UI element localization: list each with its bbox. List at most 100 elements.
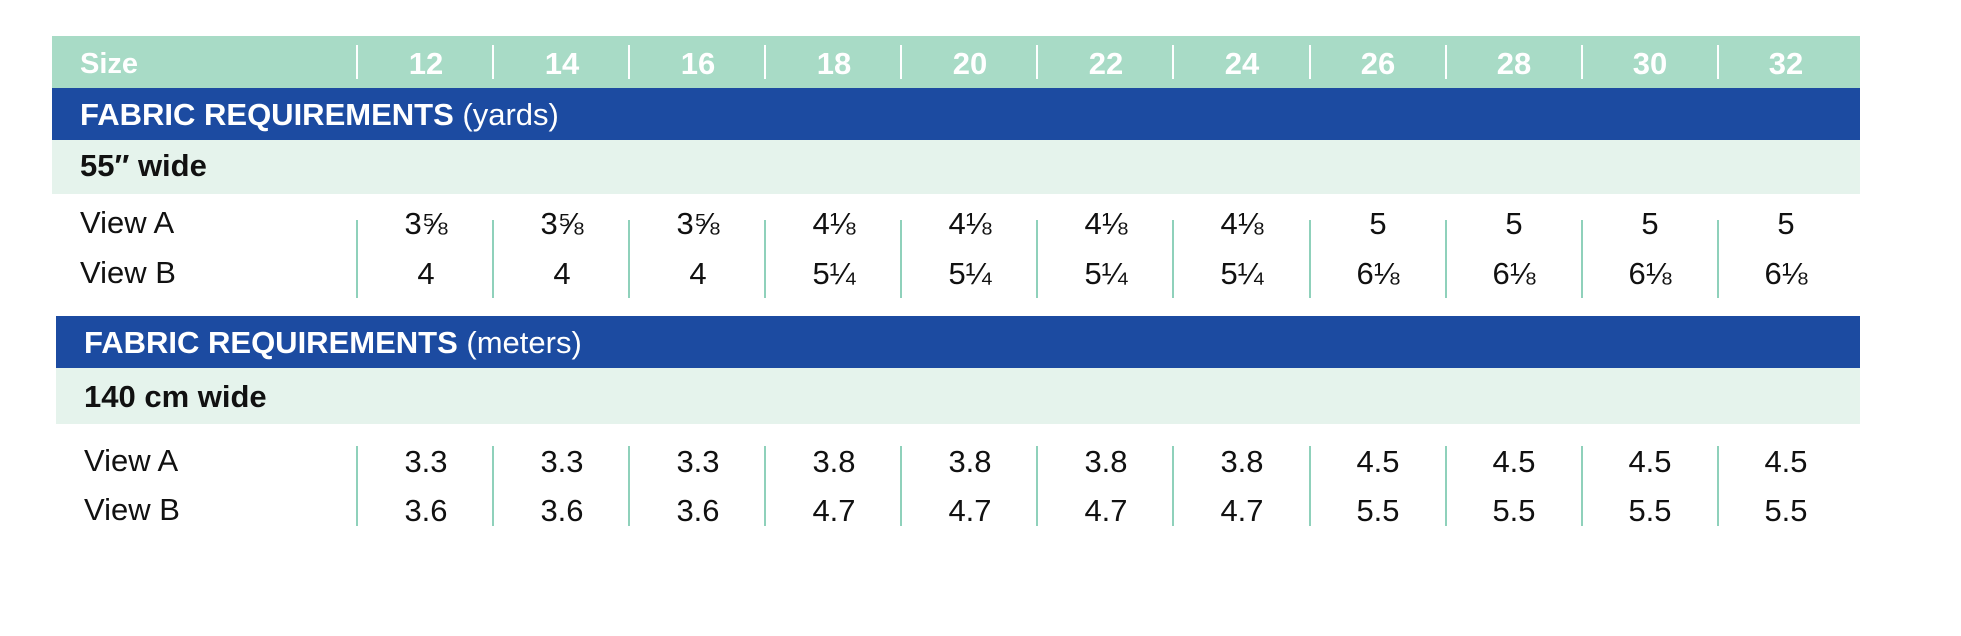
value-cell: 6⅛ — [1356, 256, 1400, 291]
column-divider — [1172, 220, 1174, 298]
value-cell: 4 — [689, 256, 707, 291]
value-cell: 3.3 — [540, 444, 584, 479]
row-label-view-a: View A — [84, 443, 179, 478]
size-label: Size — [80, 48, 139, 80]
column-divider — [628, 220, 630, 298]
value-cell: 5.5 — [1764, 493, 1808, 528]
header-divider — [1309, 45, 1311, 79]
value-cell: 4⅛ — [948, 206, 992, 241]
header-divider — [1036, 45, 1038, 79]
value-cell: 5¼ — [1220, 256, 1264, 291]
size-column-header: 26 — [1360, 46, 1396, 81]
value-cell: 5¼ — [948, 256, 992, 291]
column-divider — [1717, 220, 1719, 298]
column-divider — [492, 446, 494, 526]
size-header-row: Size 12 14 16 18 20 22 24 26 28 30 32 — [52, 36, 1860, 88]
value-cell: 5¼ — [1084, 256, 1128, 291]
header-divider — [1172, 45, 1174, 79]
header-divider — [628, 45, 630, 79]
value-cell: 4.5 — [1764, 444, 1808, 479]
meters-section-band: FABRIC REQUIREMENTS (meters) — [56, 316, 1860, 368]
column-divider — [900, 220, 902, 298]
value-cell: 4.7 — [1084, 493, 1128, 528]
size-column-header: 12 — [408, 46, 444, 81]
yards-title-unit: (yards) — [462, 97, 559, 132]
value-cell: 3⅝ — [404, 206, 448, 241]
yards-section-band: FABRIC REQUIREMENTS (yards) — [52, 88, 1860, 140]
value-cell: 3.3 — [404, 444, 448, 479]
header-divider — [764, 45, 766, 79]
column-divider — [1172, 446, 1174, 526]
header-divider — [1581, 45, 1583, 79]
value-cell: 3.6 — [404, 493, 448, 528]
value-cell: 5 — [1505, 206, 1523, 241]
column-divider — [628, 446, 630, 526]
column-divider — [1581, 446, 1583, 526]
yards-width-label: 55″ wide — [80, 148, 207, 183]
yards-width-row: 55″ wide — [52, 140, 1860, 194]
value-cell: 5 — [1369, 206, 1387, 241]
size-column-header: 30 — [1632, 46, 1668, 81]
size-column-header: 20 — [952, 46, 988, 81]
size-column-header: 28 — [1496, 46, 1532, 81]
meters-row-view-a: View A 3.3 3.3 3.3 3.8 3.8 3.8 3.8 4.5 4.5 4.5 4.5 — [56, 436, 1860, 486]
column-divider — [1581, 220, 1583, 298]
column-divider — [1036, 446, 1038, 526]
value-cell: 4.7 — [948, 493, 992, 528]
meters-title-bold: FABRIC REQUIREMENTS — [84, 325, 458, 360]
value-cell: 6⅛ — [1492, 256, 1536, 291]
value-cell: 3.3 — [676, 444, 720, 479]
column-divider — [900, 446, 902, 526]
value-cell: 3.8 — [1220, 444, 1264, 479]
column-divider — [764, 220, 766, 298]
value-cell: 3.8 — [812, 444, 856, 479]
value-cell: 4⅛ — [1220, 206, 1264, 241]
value-cell: 5 — [1641, 206, 1659, 241]
value-cell: 5.5 — [1356, 493, 1400, 528]
value-cell: 4.5 — [1492, 444, 1536, 479]
size-column-header: 18 — [816, 46, 852, 81]
header-divider — [356, 45, 358, 79]
value-cell: 4.5 — [1356, 444, 1400, 479]
size-column-header: 22 — [1088, 46, 1124, 81]
column-divider — [1445, 220, 1447, 298]
meters-width-row: 140 cm wide — [56, 368, 1860, 424]
size-column-header: 32 — [1768, 46, 1804, 81]
meters-title-unit: (meters) — [466, 325, 582, 360]
size-column-header: 16 — [680, 46, 716, 81]
column-divider — [356, 446, 358, 526]
value-cell: 3.8 — [1084, 444, 1128, 479]
value-cell: 6⅛ — [1764, 256, 1808, 291]
yards-row-view-a: View A 3⅝ 3⅝ 3⅝ 4⅛ 4⅛ 4⅛ 4⅛ 5 5 5 5 — [52, 198, 1860, 248]
value-cell: 6⅛ — [1628, 256, 1672, 291]
meters-width-label: 140 cm wide — [84, 379, 267, 414]
value-cell: 3.6 — [540, 493, 584, 528]
meters-section-title: FABRIC REQUIREMENTS (meters) — [84, 316, 582, 370]
value-cell: 4.7 — [812, 493, 856, 528]
yards-section-title: FABRIC REQUIREMENTS (yards) — [80, 88, 559, 142]
value-cell: 3.8 — [948, 444, 992, 479]
value-cell: 5¼ — [812, 256, 856, 291]
value-cell: 4⅛ — [1084, 206, 1128, 241]
size-column-header: 14 — [544, 46, 580, 81]
size-column-header: 24 — [1224, 46, 1260, 81]
meters-row-view-b: View B 3.6 3.6 3.6 4.7 4.7 4.7 4.7 5.5 5.5 5.5 5.5 — [56, 485, 1860, 535]
value-cell: 3⅝ — [676, 206, 720, 241]
value-cell: 4⅛ — [812, 206, 856, 241]
row-label-view-a: View A — [80, 205, 175, 240]
column-divider — [492, 220, 494, 298]
value-cell: 5 — [1777, 206, 1795, 241]
value-cell: 3.6 — [676, 493, 720, 528]
header-divider — [1445, 45, 1447, 79]
column-divider — [1717, 446, 1719, 526]
yards-row-view-b: View B 4 4 4 5¼ 5¼ 5¼ 5¼ 6⅛ 6⅛ 6⅛ 6⅛ — [52, 248, 1860, 298]
header-divider — [1717, 45, 1719, 79]
yards-title-bold: FABRIC REQUIREMENTS — [80, 97, 454, 132]
value-cell: 4 — [417, 256, 435, 291]
value-cell: 4.5 — [1628, 444, 1672, 479]
column-divider — [1309, 220, 1311, 298]
column-divider — [1036, 220, 1038, 298]
column-divider — [356, 220, 358, 298]
header-divider — [900, 45, 902, 79]
header-divider — [492, 45, 494, 79]
